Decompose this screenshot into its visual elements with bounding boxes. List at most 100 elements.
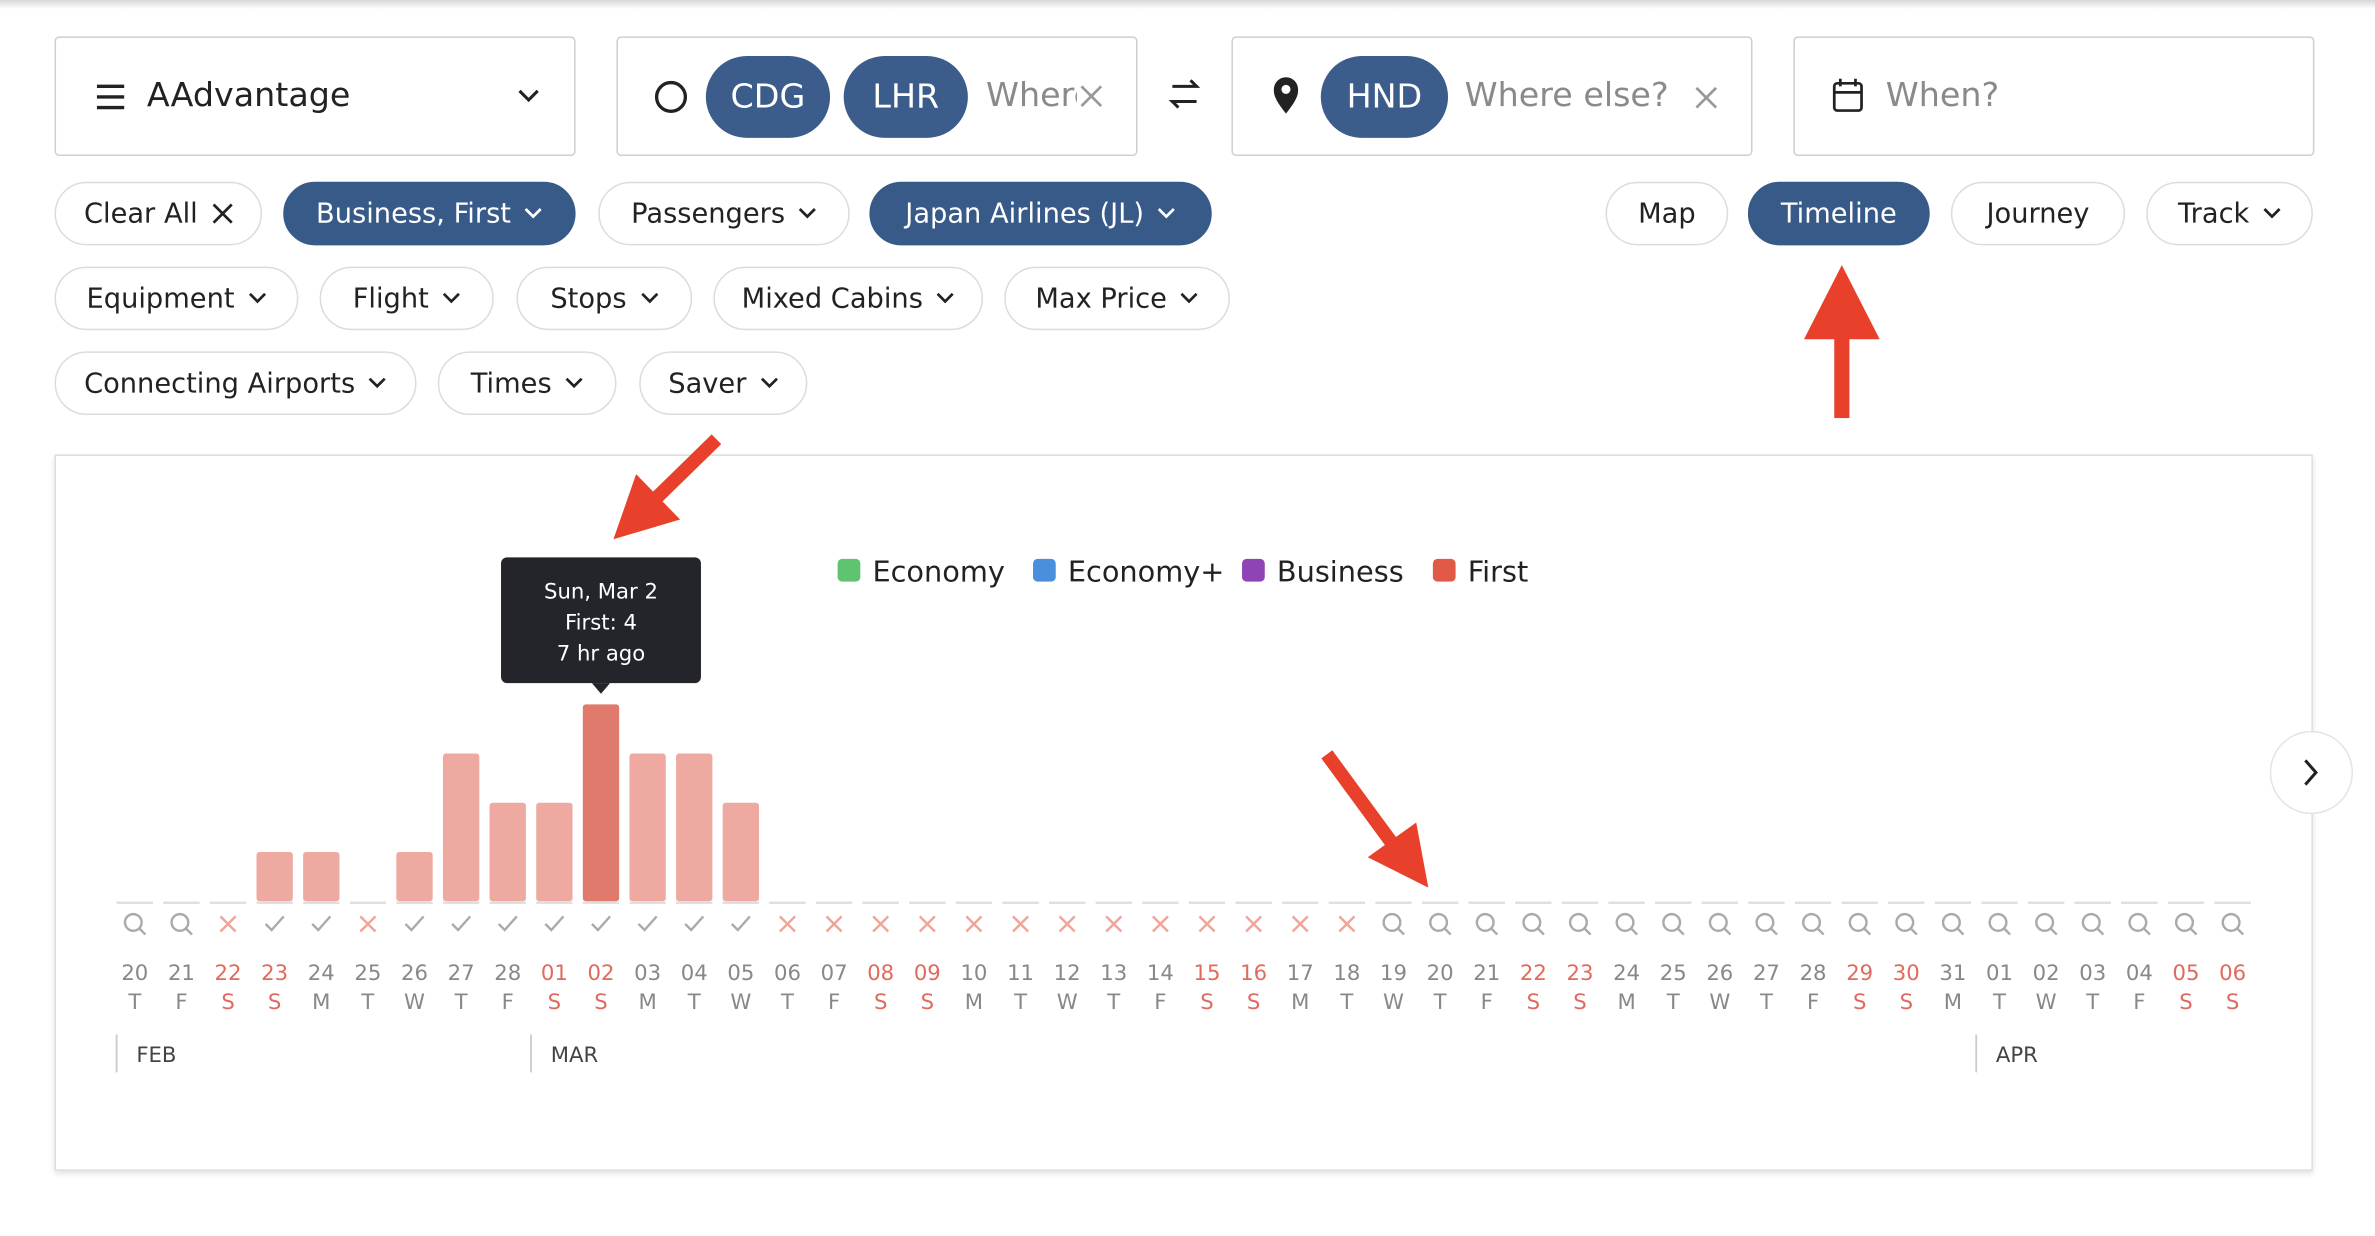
pill-label[interactable]: Mixed Cabins bbox=[741, 282, 923, 315]
weekday-label: W bbox=[1383, 989, 1404, 1014]
pill-label[interactable]: Saver bbox=[668, 367, 747, 400]
search-icon bbox=[1397, 927, 1405, 936]
day-label: 05 bbox=[727, 960, 754, 985]
filter-pill[interactable]: Clear All bbox=[54, 181, 263, 246]
filter-pill[interactable]: Max Price bbox=[1004, 266, 1230, 331]
filter-pill[interactable]: Mixed Cabins bbox=[713, 266, 984, 331]
date-field[interactable] bbox=[1793, 36, 2315, 157]
pill-label[interactable]: Max Price bbox=[1035, 282, 1167, 315]
day-label: 27 bbox=[448, 960, 475, 985]
search-icon bbox=[2189, 927, 2198, 936]
unavailable-icon bbox=[1291, 915, 1309, 933]
filter-pill[interactable]: Track bbox=[2146, 181, 2313, 246]
day-label: 15 bbox=[1194, 960, 1221, 985]
destination-chip[interactable]: HND bbox=[1320, 56, 1449, 138]
day-label: 13 bbox=[1100, 960, 1127, 985]
weekday-label: M bbox=[965, 989, 983, 1014]
dropdown-icon bbox=[640, 292, 658, 304]
filter-pill[interactable]: Times bbox=[437, 351, 617, 416]
program-label: AAdvantage bbox=[146, 77, 351, 116]
pill-label[interactable]: Passengers bbox=[631, 197, 786, 230]
dropdown-icon bbox=[369, 377, 387, 389]
pill-label[interactable]: Timeline bbox=[1780, 197, 1897, 230]
pill-label[interactable]: Connecting Airports bbox=[84, 367, 356, 400]
check-icon bbox=[591, 915, 611, 932]
chevron bbox=[518, 89, 539, 103]
unavailable-icon bbox=[1012, 915, 1029, 933]
weekday-label: M bbox=[638, 989, 656, 1014]
bar bbox=[722, 802, 760, 902]
weekday-label: M bbox=[1617, 989, 1635, 1014]
check-icon bbox=[311, 915, 332, 932]
pill-label[interactable]: Clear All bbox=[83, 197, 198, 230]
day-label: 21 bbox=[168, 960, 195, 985]
day-label: 24 bbox=[1613, 960, 1640, 985]
dropdown-icon bbox=[2263, 208, 2281, 220]
bar bbox=[582, 704, 620, 902]
origin-chip[interactable]: LHR bbox=[843, 56, 968, 138]
filter-pill[interactable]: Map bbox=[1605, 181, 1729, 246]
weekday-label: F bbox=[175, 989, 187, 1014]
filter-pill[interactable]: Business, First bbox=[283, 181, 576, 246]
pill-label[interactable]: Times bbox=[470, 367, 552, 400]
swap-button[interactable] bbox=[1168, 79, 1201, 109]
filter-pill[interactable]: Timeline bbox=[1747, 181, 1930, 246]
annotation-arrows bbox=[613, 265, 1880, 888]
check-icon bbox=[544, 915, 565, 932]
day-label: 25 bbox=[354, 960, 381, 985]
pill-label[interactable]: Flight bbox=[352, 282, 429, 315]
filter-pill[interactable]: Stops bbox=[516, 266, 693, 331]
weekday-label: T bbox=[1013, 989, 1027, 1014]
pill-label[interactable]: Track bbox=[2178, 197, 2250, 230]
filter-pill[interactable]: Connecting Airports bbox=[54, 351, 417, 416]
filter-pill[interactable]: Saver bbox=[639, 351, 808, 416]
program-select[interactable] bbox=[54, 36, 576, 157]
filter-pill[interactable]: Equipment bbox=[54, 266, 299, 331]
pill-label[interactable]: Map bbox=[1638, 197, 1696, 230]
day-label: 08 bbox=[867, 960, 894, 985]
filter-pill[interactable]: Journey bbox=[1950, 181, 2126, 246]
search-icon bbox=[1537, 927, 1545, 936]
clear-destination[interactable] bbox=[1695, 86, 1718, 109]
legend-swatch bbox=[1242, 558, 1265, 582]
month-label: FEB bbox=[136, 1042, 176, 1067]
pill-label[interactable]: Equipment bbox=[86, 282, 235, 315]
pill-label[interactable]: Journey bbox=[1986, 197, 2090, 230]
unavailable-icon bbox=[219, 915, 237, 933]
origin-field[interactable] bbox=[616, 36, 1138, 157]
day-label: 20 bbox=[1427, 960, 1454, 985]
day-label: 05 bbox=[2173, 960, 2200, 985]
pill-label[interactable]: Business, First bbox=[316, 197, 511, 230]
search-icon bbox=[1443, 927, 1452, 936]
search-icon bbox=[1662, 912, 1682, 932]
origin-chip[interactable]: CDG bbox=[705, 56, 831, 138]
weekday-label: T bbox=[780, 989, 794, 1014]
filter-pill[interactable]: Passengers bbox=[598, 181, 850, 246]
top-shadow bbox=[0, 0, 2375, 10]
weekday-label: T bbox=[1433, 989, 1447, 1014]
destination-placeholder: Where else? bbox=[1464, 77, 1669, 116]
bar bbox=[256, 852, 293, 902]
tooltip-line: First: 4 bbox=[565, 609, 637, 634]
weekday-label: F bbox=[1481, 989, 1493, 1014]
weekday-label: S bbox=[594, 989, 607, 1014]
filter-pill[interactable]: Japan Airlines (JL) bbox=[869, 181, 1212, 246]
day-label: 11 bbox=[1007, 960, 1034, 985]
unavailable-icon bbox=[359, 915, 377, 933]
weekday-label: T bbox=[687, 989, 701, 1014]
destination-field[interactable] bbox=[1231, 36, 1753, 157]
pill-label[interactable]: Japan Airlines (JL) bbox=[905, 197, 1145, 230]
clear-origin[interactable] bbox=[1080, 85, 1103, 107]
weekday-label: S bbox=[1527, 989, 1540, 1014]
pin-icon bbox=[1273, 77, 1299, 114]
next-button[interactable] bbox=[2269, 730, 2354, 815]
day-label: 23 bbox=[261, 960, 288, 985]
filter-pill[interactable]: Flight bbox=[319, 266, 494, 331]
unavailable-icon bbox=[918, 915, 936, 933]
weekday-label: S bbox=[921, 989, 934, 1014]
day-label: 14 bbox=[1147, 960, 1174, 985]
pill-label[interactable]: Stops bbox=[550, 282, 627, 315]
day-label: 06 bbox=[774, 960, 801, 985]
